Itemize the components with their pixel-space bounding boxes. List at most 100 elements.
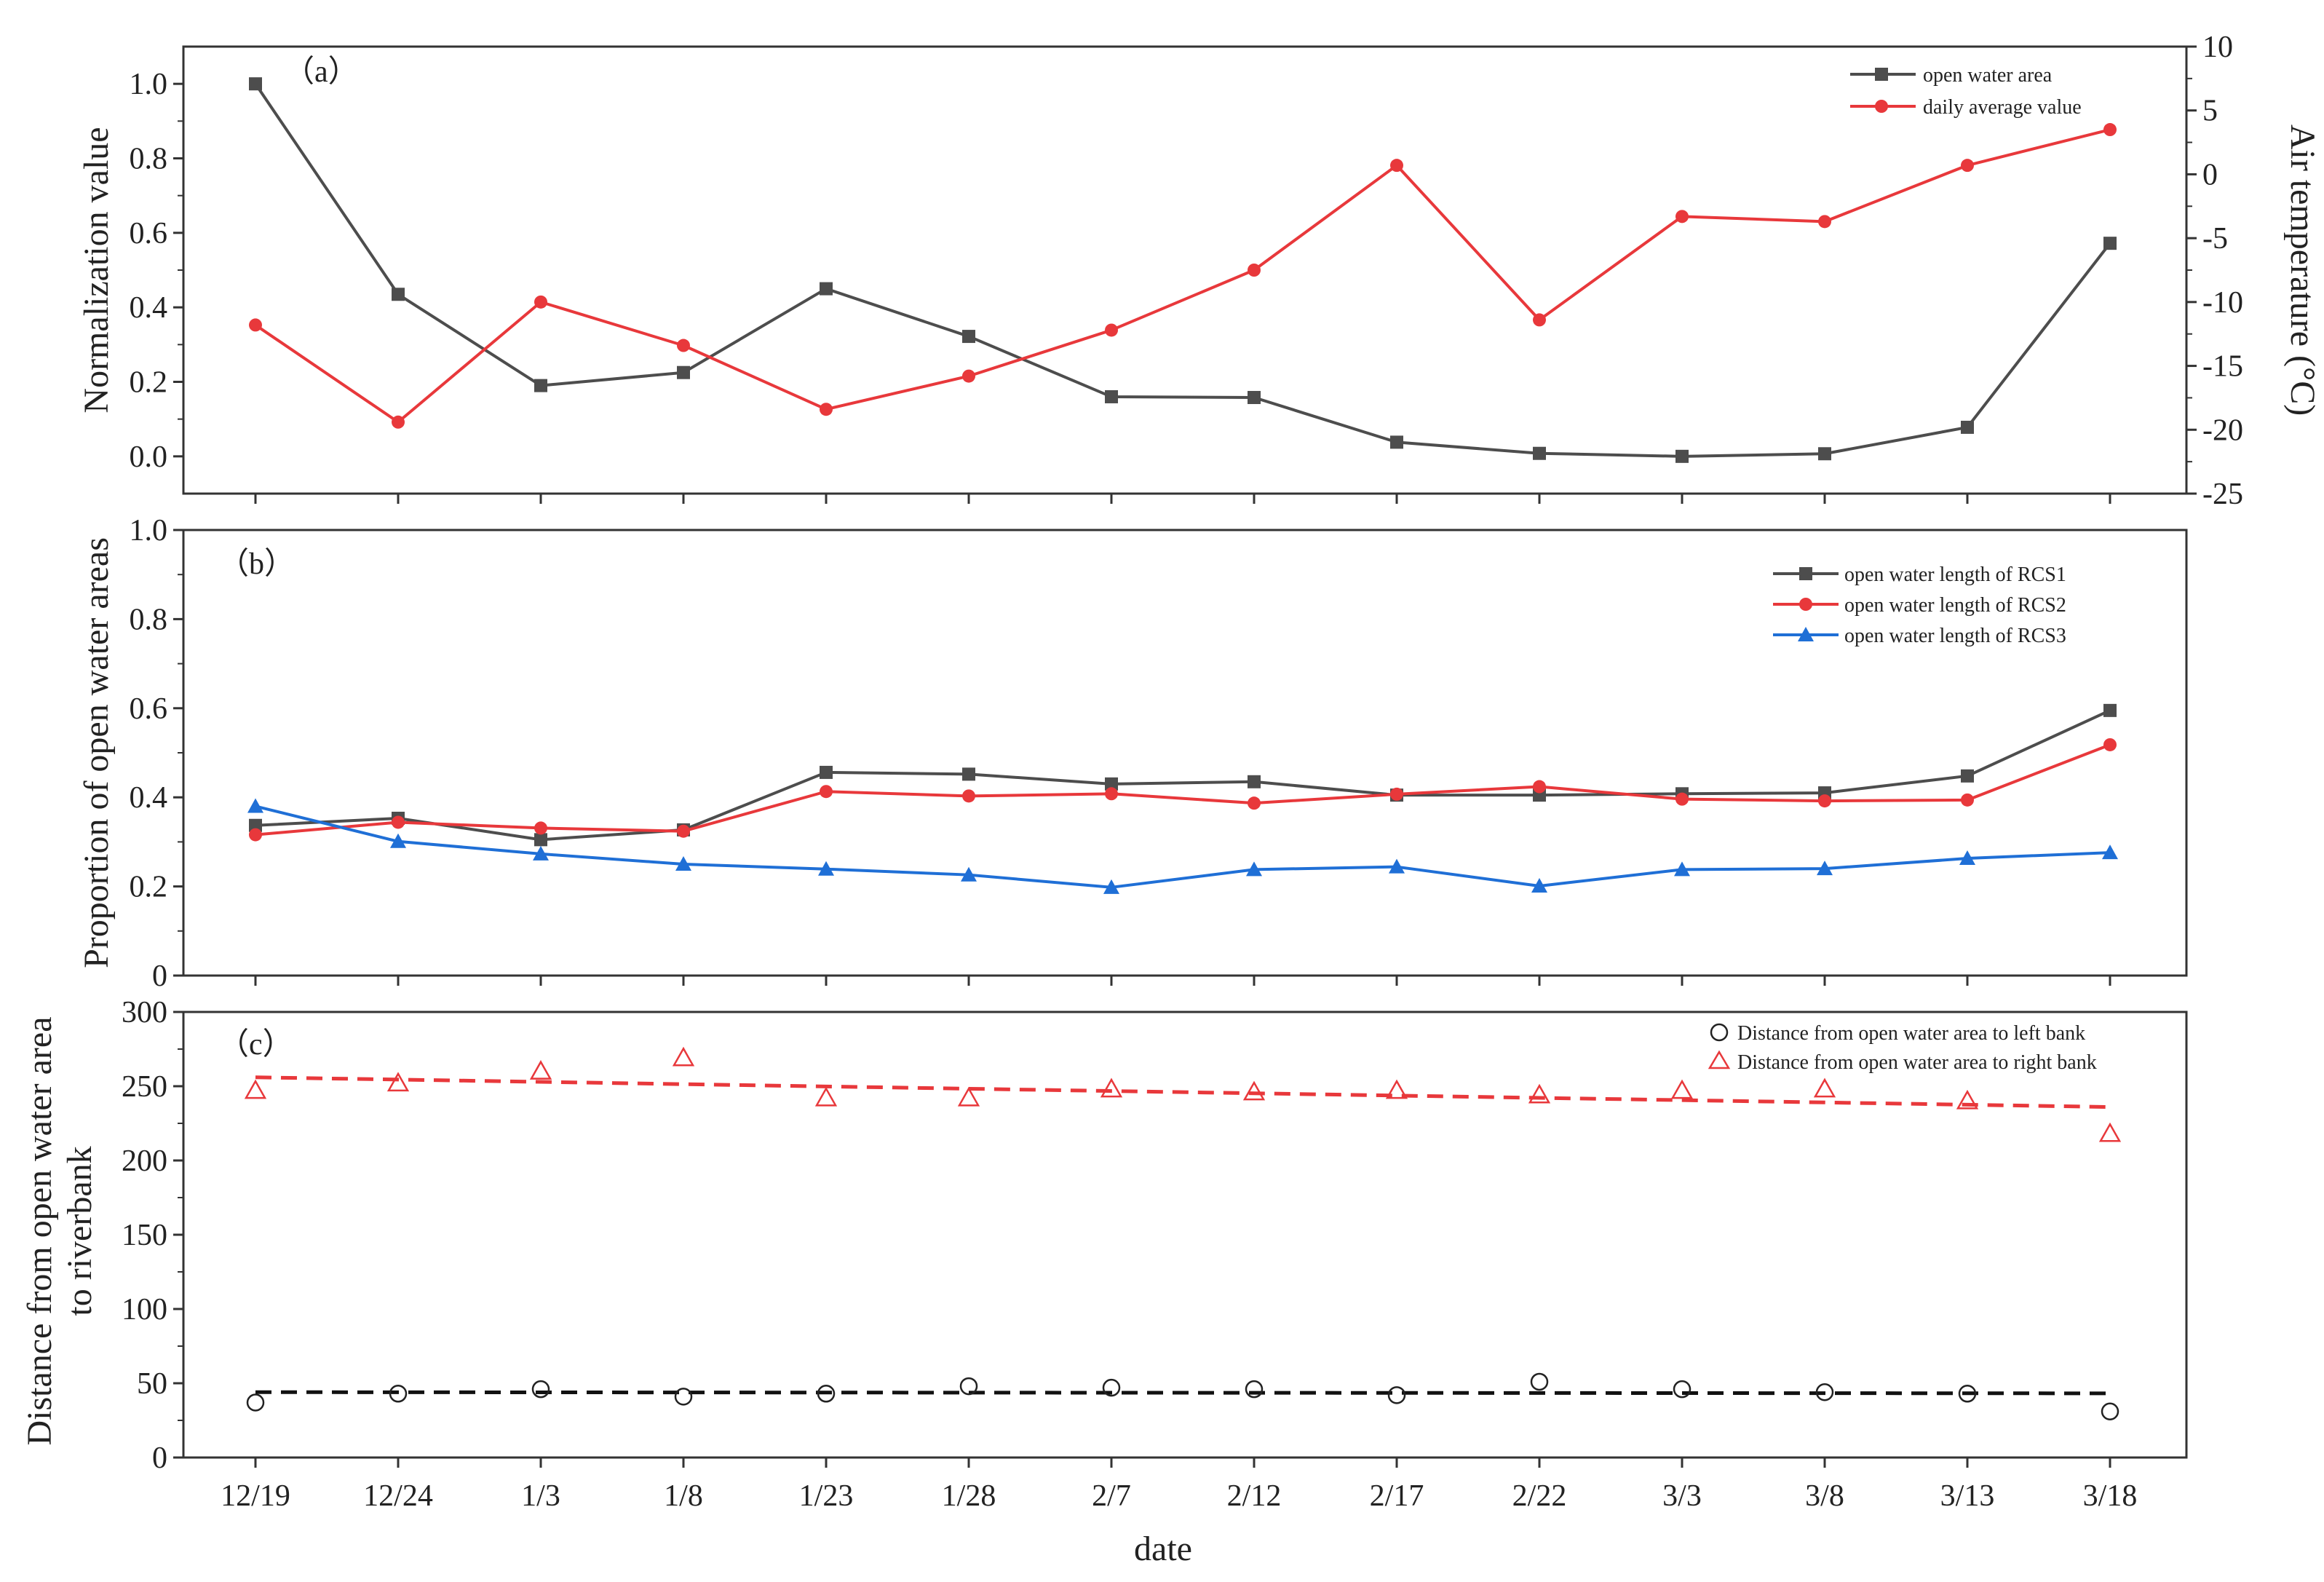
y-tick-label-a-right-7: 10 — [2202, 31, 2233, 64]
y-tick-label-c-left-2: 100 — [122, 1293, 167, 1326]
point-b-1-2 — [534, 821, 547, 835]
point-c-1-2 — [529, 1060, 552, 1080]
point-a-0-7 — [1248, 390, 1261, 404]
series-line-a-1 — [254, 128, 2111, 424]
x-tick-label-13: 3/18 — [2083, 1479, 2138, 1513]
point-a-1-12 — [1961, 159, 1974, 173]
point-b-1-8 — [1390, 787, 1403, 801]
legend-a-marker-0 — [1875, 68, 1888, 81]
series-line-b-1 — [255, 743, 2111, 837]
legend-c-marker-1 — [1708, 1050, 1731, 1069]
y-tick-label-b-left-0: 0 — [152, 960, 167, 993]
legend-a-marker-1 — [1875, 100, 1888, 113]
y-tick-label-a-left-2: 0.4 — [130, 291, 168, 325]
point-c-0-3 — [674, 1388, 693, 1406]
panel-b-ylabel: Proportion of open water areas — [77, 537, 116, 968]
y-tick-label-b-left-2: 0.4 — [130, 781, 168, 815]
panel-c-x-ticks: 12/19 12/24 1/3 1/8 1/23 1/28 2/7 2/12 2/17 2/22 3… — [221, 1458, 2137, 1513]
point-b-2-3 — [675, 856, 691, 871]
panel-b-x-ticks — [254, 976, 2111, 986]
point-b-2-10 — [1674, 861, 1690, 877]
point-c-0-4 — [817, 1385, 836, 1403]
point-a-0-3 — [677, 365, 690, 379]
panel-c-ylabel-line1: Distance from open water area — [20, 1016, 59, 1445]
point-a-0-11 — [1818, 447, 1831, 461]
point-b-2-7 — [1246, 861, 1262, 877]
y-tick-label-a-right-5: 0 — [2202, 158, 2218, 191]
legend-c-label-1: Distance from open water area to right b… — [1737, 1051, 2097, 1074]
point-c-1-11 — [1813, 1077, 1836, 1098]
legend-a-label-0: open water area — [1923, 64, 2053, 87]
point-a-1-6 — [1105, 323, 1118, 337]
x-tick-label-1: 12/24 — [363, 1479, 433, 1513]
x-tick-label-8: 2/17 — [1370, 1479, 1424, 1513]
panel-c-ylabel-line2: to riverbank — [60, 1146, 99, 1316]
x-tick-label-11: 3/8 — [1805, 1479, 1844, 1513]
legend-b-marker-2 — [1798, 627, 1814, 641]
point-b-0-5 — [962, 767, 975, 781]
point-c-0-12 — [1958, 1385, 1977, 1403]
point-a-0-1 — [392, 288, 405, 301]
panel-b-series — [247, 703, 2118, 894]
legend-c-marker-0 — [1710, 1023, 1729, 1042]
x-axis-title: date — [1134, 1530, 1192, 1568]
y-tick-label-c-left-6: 300 — [122, 996, 167, 1029]
point-c-0-8 — [1387, 1386, 1406, 1404]
point-c-1-3 — [672, 1046, 695, 1067]
point-b-1-13 — [2103, 737, 2117, 751]
trend-line-1 — [255, 1075, 2111, 1110]
y-tick-label-b-left-3: 0.6 — [130, 692, 168, 726]
y-tick-label-a-right-0: -25 — [2202, 478, 2243, 511]
point-a-1-1 — [392, 415, 405, 429]
y-tick-label-c-left-1: 50 — [137, 1367, 167, 1401]
point-c-1-8 — [1385, 1079, 1408, 1099]
point-b-1-4 — [820, 785, 833, 799]
point-a-1-8 — [1390, 159, 1403, 173]
y-tick-label-a-right-6: 5 — [2202, 95, 2218, 128]
point-b-2-5 — [961, 866, 977, 882]
y-tick-label-c-left-0: 0 — [152, 1441, 167, 1475]
x-tick-label-7: 2/12 — [1227, 1479, 1282, 1513]
point-c-0-5 — [959, 1377, 978, 1396]
point-a-1-5 — [962, 369, 975, 383]
y-tick-label-b-left-4: 0.8 — [130, 603, 168, 636]
y-tick-label-a-right-3: -10 — [2202, 286, 2243, 320]
point-b-2-11 — [1817, 861, 1833, 876]
point-b-1-10 — [1675, 792, 1689, 806]
point-a-1-4 — [820, 403, 833, 416]
point-b-2-9 — [1531, 877, 1547, 893]
panel-c-legend: Distance from open water area to left ba… — [1708, 1022, 2097, 1074]
point-b-2-0 — [247, 798, 263, 813]
point-a-1-11 — [1818, 215, 1831, 229]
point-a-1-7 — [1248, 264, 1261, 277]
point-b-2-1 — [390, 833, 406, 848]
legend-b-label-1: open water length of RCS2 — [1844, 594, 2066, 617]
x-tick-label-10: 3/3 — [1662, 1479, 1702, 1513]
x-tick-label-0: 12/19 — [221, 1479, 290, 1513]
point-b-0-12 — [1961, 769, 1974, 783]
panel-c-label: （c） — [218, 1028, 293, 1061]
point-c-0-6 — [1102, 1378, 1121, 1397]
point-a-0-8 — [1390, 435, 1403, 449]
point-b-0-13 — [2103, 703, 2117, 717]
point-c-1-4 — [814, 1086, 838, 1107]
point-a-1-3 — [677, 339, 690, 352]
point-b-2-4 — [818, 861, 834, 876]
y-tick-label-a-right-1: -20 — [2202, 414, 2243, 447]
point-b-1-0 — [249, 828, 262, 842]
legend-b-marker-0 — [1799, 567, 1812, 580]
point-a-0-6 — [1105, 389, 1118, 403]
y-tick-label-c-left-5: 250 — [122, 1070, 167, 1104]
point-b-1-6 — [1105, 787, 1118, 801]
legend-c-label-0: Distance from open water area to left ba… — [1737, 1022, 2085, 1045]
point-c-0-7 — [1245, 1380, 1264, 1399]
point-b-1-9 — [1533, 780, 1546, 794]
panel-a-x-ticks — [254, 494, 2111, 504]
point-a-0-13 — [2103, 237, 2117, 250]
y-tick-label-a-left-1: 0.2 — [130, 366, 168, 400]
point-b-0-7 — [1248, 775, 1261, 788]
x-tick-label-3: 1/8 — [664, 1479, 703, 1513]
trend-line-0 — [255, 1390, 2111, 1396]
point-b-2-12 — [1959, 850, 1975, 866]
